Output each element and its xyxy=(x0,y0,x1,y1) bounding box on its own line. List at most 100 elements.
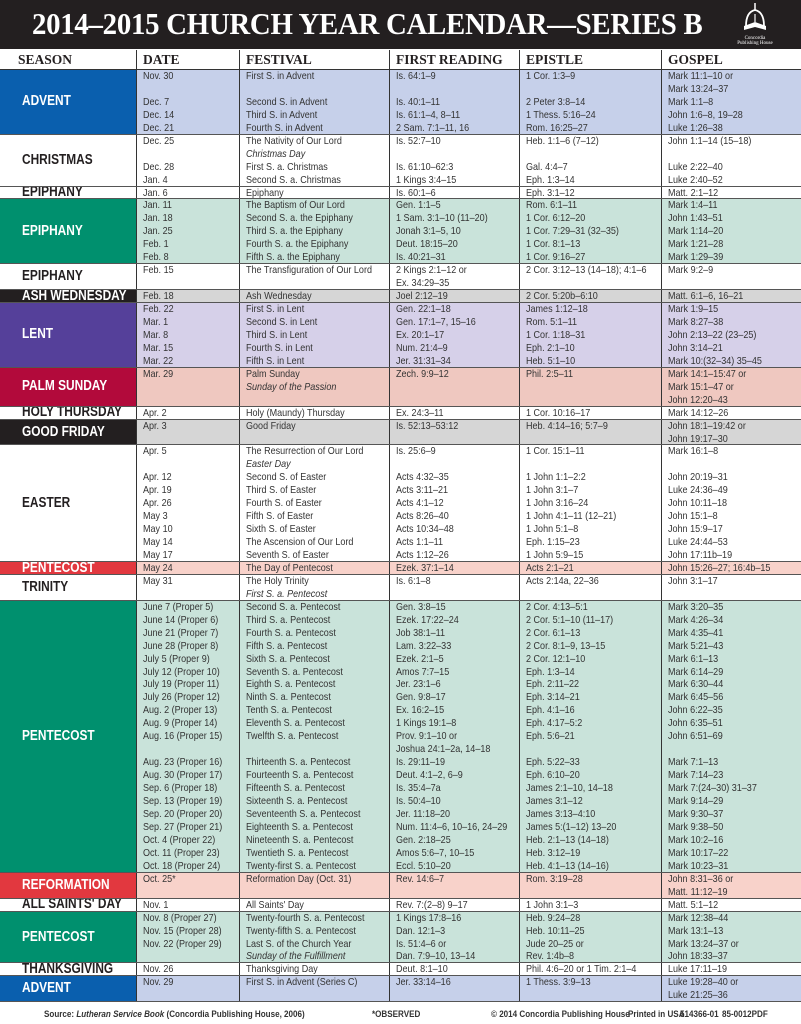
date-line: Oct. 4 (Proper 22) xyxy=(143,833,216,846)
epistle-cell: 1 Cor. 1:3–9 2 Peter 3:8–14 1 Thess. 5:16–… xyxy=(520,70,662,134)
first-reading-line: Gen. 2:18–25 xyxy=(396,833,451,846)
gospel-cell: Mark 14:1–15:47 or Mark 15:1–47 or John 12… xyxy=(662,368,801,406)
column-header-season: SEASON xyxy=(0,50,137,69)
festival-line: Third S. a. Pentecost xyxy=(246,613,331,626)
date-line: Sep. 13 (Proper 19) xyxy=(143,794,223,807)
date-line: Feb. 22 xyxy=(143,303,174,316)
epistle-line xyxy=(526,458,642,471)
first-reading-line xyxy=(396,989,502,1001)
epistle-line: Eph. 2:11–22 xyxy=(526,678,580,691)
gospel-line: Mark 1:21–28 xyxy=(668,238,724,251)
gospel-line: Mark 1:29–39 xyxy=(668,251,724,264)
festival-line: Holy (Maundy) Thursday xyxy=(246,406,345,419)
date-line: Feb. 18 xyxy=(143,290,174,303)
date-line: Apr. 12 xyxy=(143,471,172,484)
festival-line: The Day of Pentecost xyxy=(246,562,333,574)
first-reading-line: 1 Kings 19:1–8 xyxy=(396,717,457,730)
festival-cell: Epiphany xyxy=(240,186,390,199)
season-section: ASH WEDNESDAY Feb. 18 Ash Wednesday Joel 2:… xyxy=(0,290,801,304)
first-reading-cell: Gen. 22:1–18 Gen. 17:1–7, 15–16 Ex. 20:1–1… xyxy=(390,303,520,367)
gospel-line: Mark 9:38–50 xyxy=(668,820,724,833)
festival-line: Third S. in Advent xyxy=(246,108,318,121)
gospel-line: John 2:13–22 (23–25) xyxy=(668,328,757,341)
season-cell: CHRISTMAS xyxy=(0,134,137,186)
epistle-line: 2 Cor. 4:13–5:1 xyxy=(526,600,588,613)
first-reading-cell: Rev. 14:6–7 xyxy=(390,872,520,898)
gospel-line: Mark 6:1–13 xyxy=(668,652,719,665)
season-section: ALL SAINTS' DAY Nov. 1 All Saints' Day Rev.… xyxy=(0,898,801,912)
festival-line: Twenty-fourth S. a. Pentecost xyxy=(246,911,365,924)
date-cell: Mar. 29 xyxy=(137,367,240,406)
date-line: Mar. 29 xyxy=(143,367,174,380)
first-reading-cell: 2 Kings 2:1–12 or Ex. 34:29–35 xyxy=(390,264,520,290)
date-line xyxy=(143,148,226,161)
date-line: June 21 (Proper 7) xyxy=(143,626,219,639)
festival-line: Thanksgiving Day xyxy=(246,963,318,976)
date-line xyxy=(143,381,226,394)
gospel-line: Mark 1:14–20 xyxy=(668,225,724,238)
first-reading-line: Eccl. 5:10–20 xyxy=(396,859,451,872)
column-header-first-reading: FIRST READING xyxy=(390,50,520,69)
season-cell: EPIPHANY xyxy=(0,264,137,290)
gospel-line: Mark 12:38–44 xyxy=(668,911,729,924)
festival-line: First S. in Lent xyxy=(246,303,305,316)
festival-line: Twenty-fifth S. a. Pentecost xyxy=(246,924,356,937)
first-reading-line: Ezek. 37:1–14 xyxy=(396,562,454,574)
epistle-line: Gal. 4:4–7 xyxy=(526,160,568,173)
first-reading-line: 1 Kings 3:4–15 xyxy=(396,173,457,186)
epistle-line: Eph. 1:15–23 xyxy=(526,536,580,549)
date-line: May 14 xyxy=(143,536,173,549)
first-reading-line: Acts 3:11–21 xyxy=(396,484,449,497)
first-reading-line: Is. 60:1–6 xyxy=(396,186,436,199)
epistle-cell: Acts 2:1–21 xyxy=(520,562,662,574)
first-reading-line: Prov. 9:1–10 or xyxy=(396,730,458,743)
gospel-line: Mark 8:27–38 xyxy=(668,316,724,328)
epistle-line: Heb. 4:1–13 (14–16) xyxy=(526,859,609,872)
concordia-logo: Concordia Publishing House xyxy=(735,2,775,48)
date-line: Sep. 20 (Proper 20) xyxy=(143,807,223,820)
epistle-line: Jude 20–25 or xyxy=(526,937,584,950)
gospel-line: John 18:33–37 xyxy=(668,950,728,963)
festival-line: Twelfth S. a. Pentecost xyxy=(246,730,339,743)
epistle-line xyxy=(526,381,642,394)
festival-line: Third S. a. the Epiphany xyxy=(246,225,343,238)
date-line: Nov. 26 xyxy=(143,963,174,976)
epistle-line xyxy=(526,394,642,406)
festival-line xyxy=(246,83,369,96)
first-reading-line xyxy=(396,394,502,406)
epistle-line: 1 John 5:9–15 xyxy=(526,548,584,561)
festival-cell: First S. in Advent (Series C) xyxy=(240,976,390,1002)
season-label: ASH WEDNESDAY xyxy=(22,290,127,304)
first-reading-line: Gen. 22:1–18 xyxy=(396,303,451,316)
first-reading-line: Acts 1:1–11 xyxy=(396,536,444,549)
first-reading-line xyxy=(396,148,502,161)
date-line: May 10 xyxy=(143,523,173,536)
date-line: Dec. 7 xyxy=(143,95,170,108)
season-section: REFORMATION Oct. 25* Reformation Day (Oct.… xyxy=(0,872,801,899)
gospel-line: Matt. 6:1–6, 16–21 xyxy=(668,290,744,303)
date-cell: Nov. 30 Dec. 7 Dec. 14 Dec. 21 xyxy=(137,70,240,134)
first-reading-line: Gen. 9:8–17 xyxy=(396,691,446,704)
first-reading-line: Gen. 3:8–15 xyxy=(396,600,446,613)
date-line xyxy=(143,950,226,962)
first-reading-line: Is. 64:1–9 xyxy=(396,70,436,82)
season-label: HOLY THURSDAY xyxy=(22,406,123,420)
festival-line: Second S. a. Christmas xyxy=(246,173,341,186)
gospel-line: Mark 5:21–43 xyxy=(668,639,724,652)
first-reading-line: Amos 7:7–15 xyxy=(396,665,450,678)
epistle-line: Eph. 3:14–21 xyxy=(526,691,580,704)
season-label: ADVENT xyxy=(22,980,71,997)
first-reading-line xyxy=(396,886,502,898)
date-line xyxy=(143,277,226,289)
festival-line: Tenth S. a. Pentecost xyxy=(246,704,332,717)
epistle-line: James 3:1–12 xyxy=(526,794,583,807)
festival-line: Sixth S. a. Pentecost xyxy=(246,652,330,665)
festival-line: Second S. in Advent xyxy=(246,95,328,108)
date-cell: Dec. 25 Dec. 28 Jan. 4 xyxy=(137,134,240,186)
first-reading-line: Is. 40:1–11 xyxy=(396,95,441,108)
first-reading-line: Is. 50:4–10 xyxy=(396,794,441,807)
gospel-line: Mark 4:35–41 xyxy=(668,626,724,639)
calendar-table: ADVENT Nov. 30 Dec. 7 Dec. 14 Dec. 21 First S… xyxy=(0,70,801,1003)
code-1: 514366-01 xyxy=(680,1009,719,1020)
date-line: Dec. 21 xyxy=(143,121,175,134)
